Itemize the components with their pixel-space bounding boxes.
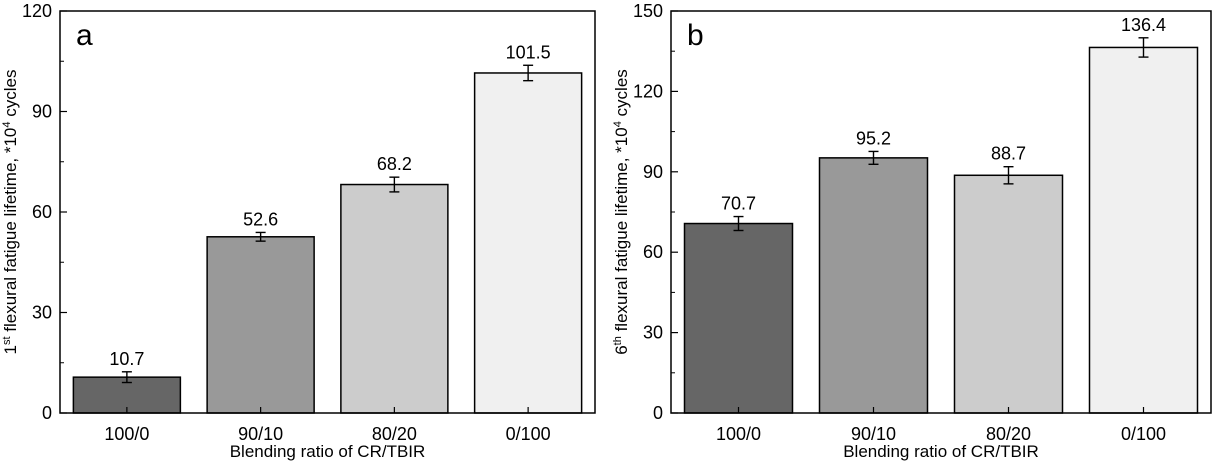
value-label: 70.7 bbox=[721, 194, 756, 214]
y-axis-label-sup2: 4 bbox=[612, 121, 624, 127]
x-tick-label: 80/20 bbox=[986, 424, 1031, 444]
y-axis-label-post: cycles bbox=[1, 70, 20, 122]
y-tick-label: 90 bbox=[32, 102, 52, 122]
bar-0-100 bbox=[1088, 46, 1199, 414]
panel-label: b bbox=[687, 19, 704, 52]
y-tick-label: 30 bbox=[643, 323, 663, 343]
x-tick-label: 90/10 bbox=[238, 424, 283, 444]
y-tick-label: 0 bbox=[42, 403, 52, 423]
y-axis-label-mid: flexural fatigue lifetime, *10 bbox=[1, 128, 20, 337]
panel-label: a bbox=[76, 19, 93, 52]
y-tick-label: 30 bbox=[32, 303, 52, 323]
bar-100-0 bbox=[683, 222, 794, 414]
x-tick-label: 80/20 bbox=[372, 424, 417, 444]
y-axis-label-sup1: st bbox=[1, 336, 13, 345]
y-tick-label: 150 bbox=[633, 1, 663, 21]
y-tick-label: 60 bbox=[643, 242, 663, 262]
chart-panel-b: 0 30 60 90 120 150 70.7 100/0 95.2 90/10 88.7 80/20… bbox=[612, 1, 1212, 461]
y-tick-label: 90 bbox=[643, 162, 663, 182]
bar-90-10 bbox=[206, 236, 315, 414]
x-tick-label: 100/0 bbox=[716, 424, 761, 444]
bar-80-20 bbox=[340, 183, 449, 414]
value-label: 95.2 bbox=[856, 128, 891, 148]
plot-frame bbox=[59, 10, 596, 414]
x-tick-label: 100/0 bbox=[104, 424, 149, 444]
value-label: 136.4 bbox=[1121, 15, 1166, 35]
y-tick-label: 120 bbox=[22, 1, 52, 21]
bar-80-20 bbox=[953, 174, 1064, 414]
value-label: 101.5 bbox=[506, 42, 551, 62]
y-tick-label: 120 bbox=[633, 81, 663, 101]
y-tick-label: 0 bbox=[653, 403, 663, 423]
x-axis-label: Blending ratio of CR/TBIR bbox=[843, 442, 1039, 461]
x-tick-label: 0/100 bbox=[506, 424, 551, 444]
bar-0-100 bbox=[473, 72, 583, 414]
y-axis-label-mid: flexural fatigue lifetime, *10 bbox=[612, 127, 631, 336]
y-axis-label: 1st flexural fatigue lifetime, *104 cycl… bbox=[1, 70, 20, 355]
chart-panel-a: 0 30 60 90 120 10.7 100/0 52.6 90/10 68.2 80/20 101… bbox=[1, 1, 596, 461]
x-tick-label: 0/100 bbox=[1121, 424, 1166, 444]
bar-90-10 bbox=[818, 157, 929, 414]
y-axis-label-pre: 1 bbox=[1, 345, 20, 354]
y-axis-label-sup1: th bbox=[612, 336, 624, 345]
value-label: 68.2 bbox=[377, 154, 412, 174]
y-tick-label: 60 bbox=[32, 202, 52, 222]
plot-frame bbox=[670, 10, 1212, 414]
y-axis-label: 6th flexural fatigue lifetime, *104 cycl… bbox=[612, 69, 631, 355]
value-label: 10.7 bbox=[109, 349, 144, 369]
x-axis-label: Blending ratio of CR/TBIR bbox=[230, 442, 426, 461]
value-label: 52.6 bbox=[243, 209, 278, 229]
y-axis-label-sup2: 4 bbox=[1, 121, 13, 127]
x-tick-label: 90/10 bbox=[851, 424, 896, 444]
y-axis-label-pre: 6 bbox=[612, 345, 631, 354]
value-label: 88.7 bbox=[991, 144, 1026, 164]
y-axis-label-post: cycles bbox=[612, 69, 631, 121]
